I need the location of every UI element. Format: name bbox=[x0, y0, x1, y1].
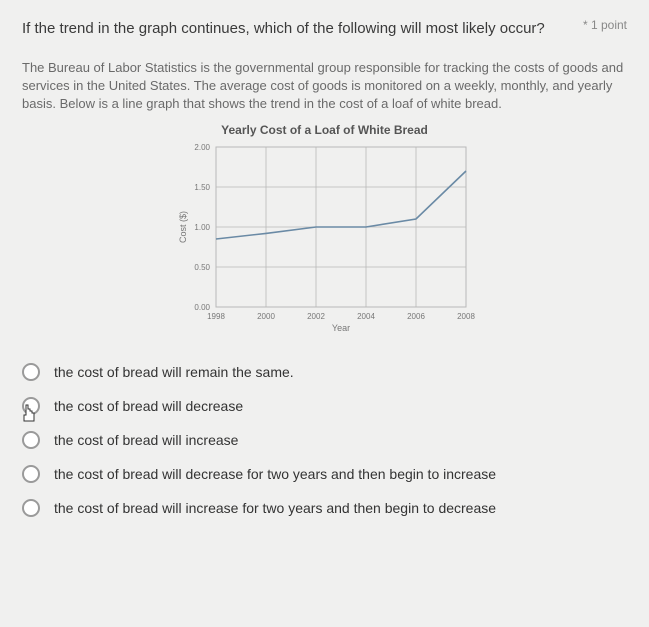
svg-text:1.50: 1.50 bbox=[194, 183, 210, 192]
answer-option[interactable]: the cost of bread will remain the same. bbox=[22, 355, 627, 389]
option-label: the cost of bread will increase for two … bbox=[54, 500, 496, 516]
points-label: * 1 point bbox=[583, 18, 627, 32]
svg-text:Cost ($): Cost ($) bbox=[178, 211, 188, 243]
question-header: If the trend in the graph continues, whi… bbox=[22, 18, 627, 41]
svg-text:1.00: 1.00 bbox=[194, 223, 210, 232]
svg-text:1998: 1998 bbox=[207, 312, 225, 321]
svg-text:2004: 2004 bbox=[357, 312, 375, 321]
svg-text:Year: Year bbox=[331, 323, 349, 333]
svg-text:0.00: 0.00 bbox=[194, 303, 210, 312]
answer-option[interactable]: the cost of bread will increase for two … bbox=[22, 491, 627, 525]
answer-option[interactable]: the cost of bread will increase bbox=[22, 423, 627, 457]
answer-option[interactable]: the cost of bread will decrease bbox=[22, 389, 627, 423]
answer-options: the cost of bread will remain the same. t… bbox=[22, 355, 627, 525]
radio-button[interactable] bbox=[22, 363, 40, 381]
chart-container: Yearly Cost of a Loaf of White Bread 0.0… bbox=[22, 123, 627, 337]
radio-button[interactable] bbox=[22, 499, 40, 517]
chart-title: Yearly Cost of a Loaf of White Bread bbox=[174, 123, 476, 137]
line-chart: 0.00 0.50 1.00 1.50 2.00 1998 2000 2002 2004 2006… bbox=[174, 141, 476, 337]
svg-text:2000: 2000 bbox=[257, 312, 275, 321]
radio-button[interactable] bbox=[22, 431, 40, 449]
option-label: the cost of bread will increase bbox=[54, 432, 238, 448]
option-label: the cost of bread will remain the same. bbox=[54, 364, 294, 380]
svg-text:2008: 2008 bbox=[457, 312, 475, 321]
radio-button[interactable] bbox=[22, 465, 40, 483]
option-label: the cost of bread will decrease bbox=[54, 398, 243, 414]
radio-button[interactable] bbox=[22, 397, 40, 415]
svg-text:2.00: 2.00 bbox=[194, 143, 210, 152]
question-context: The Bureau of Labor Statistics is the go… bbox=[22, 59, 627, 114]
svg-text:0.50: 0.50 bbox=[194, 263, 210, 272]
question-prompt: If the trend in the graph continues, whi… bbox=[22, 18, 583, 41]
svg-text:2002: 2002 bbox=[307, 312, 325, 321]
answer-option[interactable]: the cost of bread will decrease for two … bbox=[22, 457, 627, 491]
svg-text:2006: 2006 bbox=[407, 312, 425, 321]
option-label: the cost of bread will decrease for two … bbox=[54, 466, 496, 482]
